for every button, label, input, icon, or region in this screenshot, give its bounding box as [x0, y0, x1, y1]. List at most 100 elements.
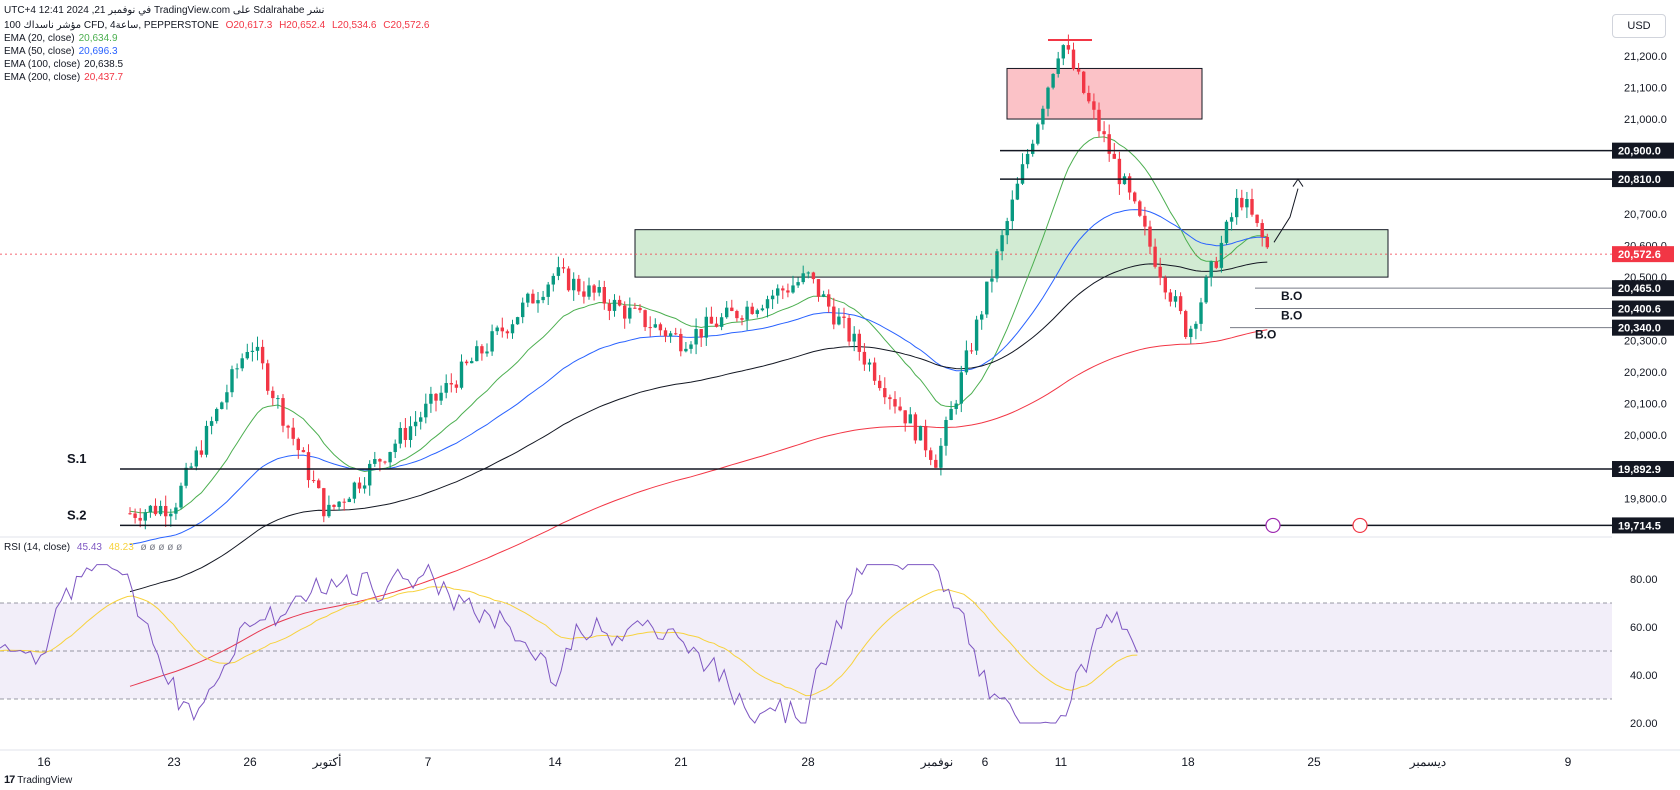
candle-down[interactable] [577, 278, 581, 292]
candle-down[interactable] [454, 384, 459, 388]
candle-up[interactable] [148, 505, 153, 513]
candle-down[interactable] [133, 513, 137, 518]
candle-up[interactable] [1046, 87, 1050, 109]
candle-up[interactable] [215, 408, 219, 422]
candle-up[interactable] [852, 333, 856, 342]
candle-down[interactable] [658, 324, 663, 331]
candle-down[interactable] [291, 427, 295, 439]
candle-down[interactable] [1255, 214, 1259, 224]
candle-up[interactable] [225, 392, 229, 403]
candle-down[interactable] [1240, 197, 1244, 208]
levels-layer[interactable] [0, 149, 1612, 527]
candle-up[interactable] [1224, 221, 1229, 243]
candle-down[interactable] [383, 461, 387, 463]
candle-down[interactable] [648, 327, 652, 329]
candle-up[interactable] [235, 368, 239, 370]
candle-down[interactable] [1102, 131, 1106, 135]
candle-down[interactable] [674, 333, 678, 335]
candle-down[interactable] [663, 330, 668, 337]
candle-up[interactable] [612, 299, 617, 311]
candle-up[interactable] [668, 333, 673, 337]
candle-up[interactable] [944, 419, 948, 446]
candle-up[interactable] [791, 285, 795, 293]
candle-up[interactable] [959, 372, 963, 404]
level-price-tag[interactable] [1612, 517, 1674, 534]
candle-up[interactable] [949, 408, 953, 420]
candle-down[interactable] [1127, 176, 1132, 193]
candle-up[interactable] [1209, 261, 1213, 278]
candle-up[interactable] [653, 324, 657, 328]
candle-down[interactable] [857, 333, 861, 352]
symbol-legend[interactable]: 100 مؤشر ناسداك CFD, 4ساعة, PEPPERSTONE … [4, 19, 429, 32]
candle-down[interactable] [740, 318, 744, 320]
candle-up[interactable] [255, 346, 260, 351]
candle-up[interactable] [954, 403, 958, 409]
candle-up[interactable] [184, 467, 188, 486]
candle-up[interactable] [1036, 124, 1040, 144]
candle-up[interactable] [413, 421, 418, 427]
candle-down[interactable] [357, 482, 362, 489]
candle-up[interactable] [1173, 296, 1178, 302]
candle-down[interactable] [643, 310, 647, 328]
candle-up[interactable] [1010, 199, 1014, 222]
level-price-tag[interactable] [1612, 319, 1674, 336]
candle-down[interactable] [286, 425, 290, 428]
candle-down[interactable] [923, 425, 928, 451]
candle-down[interactable] [617, 299, 622, 306]
candle-down[interactable] [311, 480, 316, 482]
candle-up[interactable] [765, 299, 770, 309]
candle-up[interactable] [485, 351, 489, 354]
candle-up[interactable] [770, 295, 775, 300]
candle-down[interactable] [531, 293, 535, 304]
candle-down[interactable] [403, 427, 408, 440]
candle-up[interactable] [174, 507, 178, 514]
candle-down[interactable] [903, 410, 907, 424]
level-price-tag[interactable] [1612, 280, 1674, 297]
candle-up[interactable] [572, 278, 576, 291]
candle-down[interactable] [735, 311, 739, 319]
candle-up[interactable] [515, 317, 520, 325]
candle-up[interactable] [490, 331, 494, 352]
candle-up[interactable] [684, 348, 688, 352]
candle-down[interactable] [1265, 236, 1269, 248]
candle-down[interactable] [332, 504, 336, 507]
candle-down[interactable] [811, 272, 816, 280]
candle-down[interactable] [1087, 92, 1091, 102]
candle-down[interactable] [582, 291, 586, 297]
candle-up[interactable] [1020, 164, 1025, 184]
candle-up[interactable] [1056, 58, 1060, 74]
candle-down[interactable] [862, 351, 867, 365]
candle-down[interactable] [1148, 226, 1152, 247]
candle-down[interactable] [1184, 311, 1188, 338]
candle-up[interactable] [510, 324, 515, 334]
event-icon[interactable] [1265, 517, 1281, 534]
candle-down[interactable] [883, 388, 887, 398]
candle-down[interactable] [464, 361, 469, 364]
candle-down[interactable] [969, 350, 974, 352]
candle-up[interactable] [337, 501, 341, 507]
candle-down[interactable] [832, 306, 836, 325]
candle-down[interactable] [1107, 134, 1111, 154]
candle-up[interactable] [158, 505, 163, 515]
candle-up[interactable] [908, 414, 912, 424]
flag-icon[interactable] [1352, 517, 1368, 534]
candle-down[interactable] [153, 505, 158, 515]
candle-up[interactable] [1051, 73, 1055, 88]
candle-up[interactable] [719, 317, 724, 327]
candle-down[interactable] [592, 285, 596, 293]
candle-down[interactable] [199, 450, 204, 455]
level-price-tag[interactable] [1612, 171, 1674, 188]
candle-up[interactable] [1061, 45, 1065, 59]
candle-down[interactable] [1097, 109, 1101, 132]
candle-up[interactable] [347, 498, 351, 503]
candle-up[interactable] [475, 346, 479, 362]
candle-up[interactable] [1015, 183, 1020, 200]
candle-up[interactable] [939, 445, 943, 468]
candle-down[interactable] [434, 393, 438, 401]
candle-up[interactable] [1122, 176, 1127, 185]
candle-up[interactable] [429, 393, 433, 404]
candle-down[interactable] [714, 323, 719, 327]
candle-up[interactable] [689, 344, 693, 349]
candle-up[interactable] [1000, 235, 1004, 252]
candle-down[interactable] [500, 327, 504, 332]
